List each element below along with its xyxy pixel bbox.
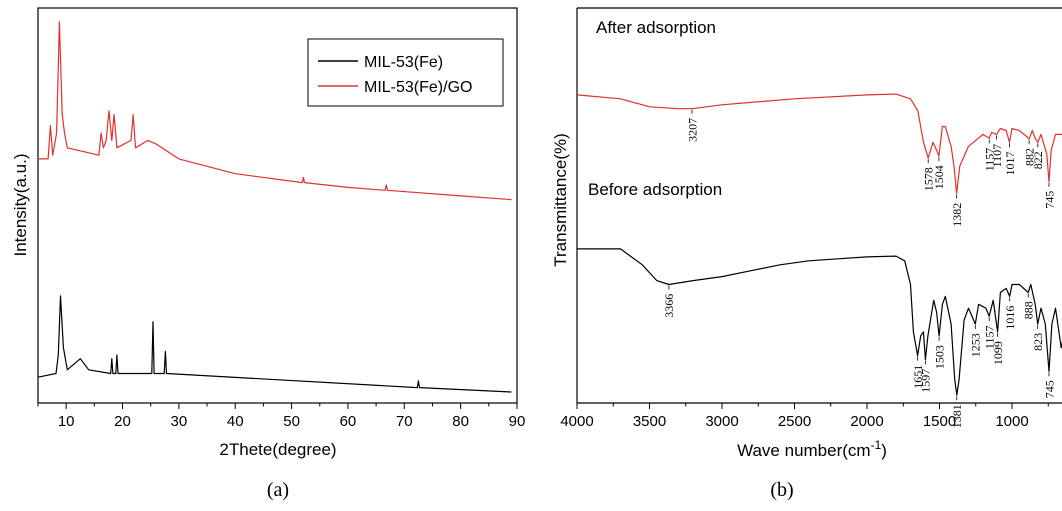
peak-label-after-adsorption-3207: 3207 bbox=[685, 118, 699, 142]
peak-label-before-adsorption-1597: 1597 bbox=[919, 369, 933, 393]
panel-a: 10 20 30 40 50 60 70 80 90 MIL-53(Fe) MIL-53(Fe)… bbox=[11, 7, 526, 501]
series-line-after-adsorption bbox=[577, 93, 1062, 195]
legend-label-mil53-go: MIL-53(Fe)/GO bbox=[364, 79, 472, 96]
panel-label-b: (b) bbox=[770, 479, 793, 501]
x-axis-label-b-main: Wave number(cm bbox=[737, 441, 871, 460]
legend-box bbox=[307, 38, 504, 107]
peak-label-after-adsorption-1157: 1157 bbox=[983, 148, 997, 172]
series-lines-b bbox=[577, 93, 1062, 396]
x-tick-label-b: 3000 bbox=[705, 413, 738, 430]
x-tick-label-a: 80 bbox=[452, 413, 469, 430]
peak-label-before-adsorption-3366: 3366 bbox=[662, 294, 676, 318]
peak-label-before-adsorption-888: 888 bbox=[1022, 301, 1036, 319]
peak-label-before-adsorption-745: 745 bbox=[1042, 380, 1056, 398]
series-lines-a bbox=[38, 21, 512, 393]
peak-label-after-adsorption-1504: 1504 bbox=[932, 165, 946, 189]
x-tick-label-a: 60 bbox=[340, 413, 357, 430]
legend-label-mil53: MIL-53(Fe) bbox=[364, 54, 443, 71]
peak-label-after-adsorption-1107: 1107 bbox=[990, 144, 1004, 168]
plot-frame-a bbox=[37, 7, 518, 404]
x-tick-label-b: 3500 bbox=[633, 413, 666, 430]
x-tick-label-b: 1000 bbox=[995, 413, 1028, 430]
peak-label-before-adsorption-1651: 1651 bbox=[911, 365, 925, 389]
peak-label-after-adsorption-882: 882 bbox=[1022, 148, 1036, 166]
x-axis-label-b: Wave number(cm-1) bbox=[737, 438, 887, 460]
x-axis-label-a: 2Thete(degree) bbox=[219, 440, 336, 459]
peak-label-before-adsorption-1157: 1157 bbox=[983, 326, 997, 350]
series-label-after: After adsorption bbox=[596, 18, 716, 37]
series-line-before-adsorption bbox=[577, 248, 1062, 396]
x-axis-label-b-sup: -1 bbox=[871, 438, 882, 452]
peak-label-before-adsorption-1016: 1016 bbox=[1003, 306, 1017, 330]
peak-label-after-adsorption-1382: 1382 bbox=[950, 203, 964, 227]
peak-label-after-adsorption-1017: 1017 bbox=[1003, 152, 1017, 176]
series-line-mil-53-fe bbox=[38, 295, 512, 393]
x-axis-ticks-a: 10 20 30 40 50 60 70 80 90 bbox=[37, 403, 526, 430]
x-tick-label-a: 10 bbox=[58, 413, 75, 430]
x-tick-label-b: 2500 bbox=[778, 413, 811, 430]
x-tick-label-b: 1500 bbox=[923, 413, 956, 430]
x-tick-label-a: 70 bbox=[396, 413, 413, 430]
x-tick-label-b: 4000 bbox=[560, 413, 593, 430]
legend: MIL-53(Fe) MIL-53(Fe)/GO bbox=[307, 38, 504, 107]
x-axis-label-b-close: ) bbox=[881, 441, 887, 460]
x-tick-label-b: 2000 bbox=[850, 413, 883, 430]
x-axis-ticks-b: 4000 3500 3000 2500 2000 1500 1000 bbox=[560, 403, 1049, 430]
peak-label-after-adsorption-1578: 1578 bbox=[922, 167, 936, 191]
peak-label-before-adsorption-823: 823 bbox=[1031, 333, 1045, 351]
x-tick-label-a: 90 bbox=[509, 413, 526, 430]
x-tick-label-a: 30 bbox=[171, 413, 188, 430]
y-axis-label-b: Transmittance(%) bbox=[551, 133, 570, 267]
panel-label-a: (a) bbox=[267, 479, 289, 501]
peak-label-after-adsorption-822: 822 bbox=[1031, 151, 1045, 169]
series-label-before: Before adsorption bbox=[588, 180, 722, 199]
x-tick-label-a: 50 bbox=[283, 413, 300, 430]
x-tick-label-a: 40 bbox=[227, 413, 244, 430]
peak-label-before-adsorption-1099: 1099 bbox=[991, 341, 1005, 365]
series-line-mil-53-fe-go bbox=[38, 21, 512, 201]
y-axis-label-a: Intensity(a.u.) bbox=[11, 154, 30, 257]
peak-label-after-adsorption-745: 745 bbox=[1042, 191, 1056, 209]
peak-label-before-adsorption-1503: 1503 bbox=[932, 345, 946, 369]
panel-b: 4000 3500 3000 2500 2000 1500 1000 32071578150… bbox=[551, 7, 1062, 501]
peak-label-before-adsorption-1381: 1381 bbox=[950, 404, 964, 428]
peak-label-before-adsorption-1253: 1253 bbox=[969, 333, 983, 357]
x-tick-label-a: 20 bbox=[114, 413, 131, 430]
